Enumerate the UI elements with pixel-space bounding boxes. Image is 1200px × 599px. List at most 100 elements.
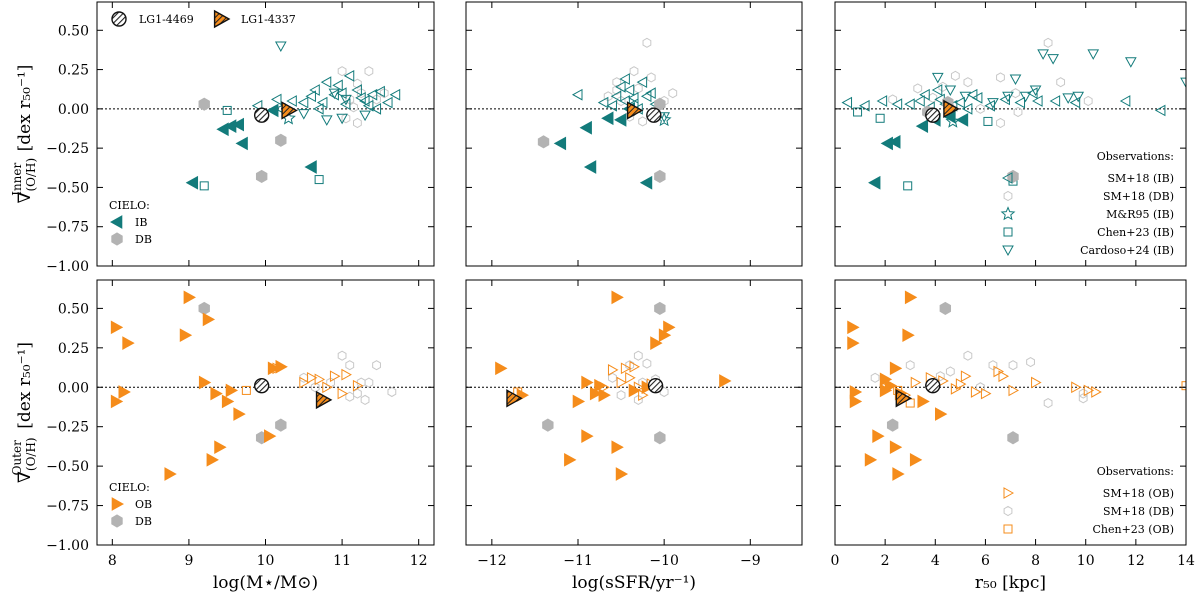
panel-r0-c1: [465, 1, 803, 267]
point-obs-ib-sm18: [343, 70, 355, 82]
point-obs-db-sm18: [928, 92, 938, 103]
point-obs-ib-sm18: [610, 90, 622, 103]
point-cielo-ib: [955, 113, 969, 127]
highlight-lg1-4337: [943, 99, 960, 119]
x-tick-label: 4: [931, 553, 940, 569]
point-obs-ib-sm18: [297, 96, 309, 109]
point-cielo-ob: [233, 407, 246, 421]
point-obs-ib-sm18: [270, 93, 282, 106]
x-tick-label: −10: [649, 553, 679, 569]
point-obs-ib-sm18: [339, 98, 351, 110]
legend-label: DB: [135, 515, 152, 528]
point-obs-ob-sm18: [629, 360, 641, 373]
point-obs-ob-sm18: [1083, 384, 1095, 397]
point-obs-cardoso24: [987, 98, 999, 109]
highlight-lg1-4469: [646, 107, 662, 123]
legend-title: CIELO:: [109, 481, 150, 494]
legend-label: DB: [135, 233, 152, 246]
point-obs-ib-sm18: [971, 92, 983, 104]
point-cielo-db: [886, 418, 899, 432]
point-obs-cardoso24: [1037, 49, 1049, 60]
x-tick-label: 12: [1127, 553, 1145, 569]
point-cielo-ib: [266, 103, 279, 118]
point-obs-ob-sm18: [950, 382, 962, 395]
observations-legend: Observations: SM+18 (IB) SM+18 (DB) M&R95 (…: [1000, 150, 1174, 257]
data-points: [185, 41, 401, 191]
highlight-lg1-4337: [895, 389, 913, 408]
point-obs-cardoso24: [658, 112, 671, 123]
point-cielo-ob: [221, 394, 235, 409]
legend-marker: [1002, 245, 1014, 257]
point-obs-db-sm18: [1011, 88, 1020, 99]
point-obs-chen23: [314, 175, 324, 185]
highlight-lg1-4337: [626, 101, 644, 120]
point-cielo-ob: [719, 374, 732, 388]
point-cielo-ob: [663, 320, 676, 335]
point-cielo-ob: [849, 385, 863, 399]
point-obs-cardoso24: [959, 91, 972, 103]
point-obs-ib-sm18: [251, 99, 263, 112]
point-obs-chen23: [222, 105, 232, 115]
observations-legend: Observations: SM+18 (OB) SM+18 (DB) Chen+23…: [1003, 465, 1174, 536]
point-obs-cardoso24: [297, 109, 310, 120]
legend-marker: [111, 11, 127, 27]
point-obs-ob-sm18: [980, 387, 992, 400]
point-obs-ib-sm18: [876, 95, 888, 107]
point-obs-db-sm18: [345, 360, 355, 371]
point-obs-db-sm18: [642, 37, 652, 48]
point-obs-ib-sm18: [1032, 95, 1043, 107]
point-cielo-ib: [231, 117, 244, 132]
point-obs-chen23: [199, 181, 209, 191]
point-obs-cardoso24: [340, 94, 352, 106]
y-tick-label: 0.50: [58, 301, 89, 317]
legend-marker: [1003, 190, 1013, 202]
point-obs-db-sm18: [1026, 356, 1035, 368]
point-obs-chen23: [241, 385, 251, 395]
legend-label: SM+18 (IB): [1107, 172, 1174, 185]
point-obs-db-sm18: [379, 88, 389, 99]
point-obs-cardoso24: [336, 113, 348, 125]
point-obs-db-sm18: [642, 358, 652, 369]
point-obs-ib-sm18: [316, 96, 328, 109]
point-cielo-ob: [872, 429, 885, 444]
point-cielo-ob: [214, 440, 227, 455]
legend-label: SM+18 (OB): [1103, 487, 1174, 500]
point-cielo-ob: [118, 385, 131, 399]
x-tick-label: 2: [881, 553, 890, 569]
point-obs-ib-sm18: [389, 88, 401, 101]
x-tick-label: 14: [1177, 553, 1195, 569]
point-obs-ob-sm18: [306, 371, 318, 384]
y-tick-label: 0.25: [58, 63, 89, 79]
point-obs-db-sm18: [1043, 37, 1053, 48]
point-cielo-ob: [611, 290, 624, 305]
highlight-lg1-4337: [506, 389, 523, 408]
x-tick-label: 10: [1077, 553, 1095, 569]
point-cielo-db: [537, 135, 550, 149]
point-cielo-ob: [581, 375, 594, 390]
point-obs-db-sm18: [976, 103, 985, 114]
legend-label: Cardoso+24 (IB): [1080, 244, 1174, 257]
point-obs-ob-sm18: [616, 376, 628, 389]
point-cielo-ob: [909, 452, 923, 467]
x-tick-label: −11: [563, 553, 593, 569]
point-obs-ib-sm18: [954, 96, 965, 109]
point-obs-db-sm18: [353, 78, 362, 89]
point-cielo-ib: [880, 136, 893, 151]
point-cielo-ob: [179, 328, 193, 343]
point-obs-ib-sm18: [286, 95, 297, 107]
cielo-legend: CIELO: IB DB: [109, 199, 152, 246]
y-tick-label: −0.50: [46, 180, 89, 196]
legend-label: IB: [135, 216, 147, 229]
panel-r1-c2: 0 2 4 6 8 10 12 14 r₅₀ [kpc] Observations: SM+18 (…: [831, 279, 1195, 593]
point-obs-ib-sm18: [914, 95, 925, 107]
point-cielo-ob: [110, 320, 124, 335]
point-obs-db-sm18: [341, 113, 351, 124]
legend-marker: [109, 215, 123, 229]
panel-frame: [465, 279, 803, 546]
point-obs-db-sm18: [612, 84, 622, 96]
legend-label: LG1-4337: [241, 13, 296, 26]
point-obs-db-sm18: [364, 377, 374, 388]
point-obs-db-sm18: [1056, 77, 1066, 88]
point-cielo-ob: [564, 452, 577, 467]
point-obs-cardoso24: [1180, 77, 1186, 89]
